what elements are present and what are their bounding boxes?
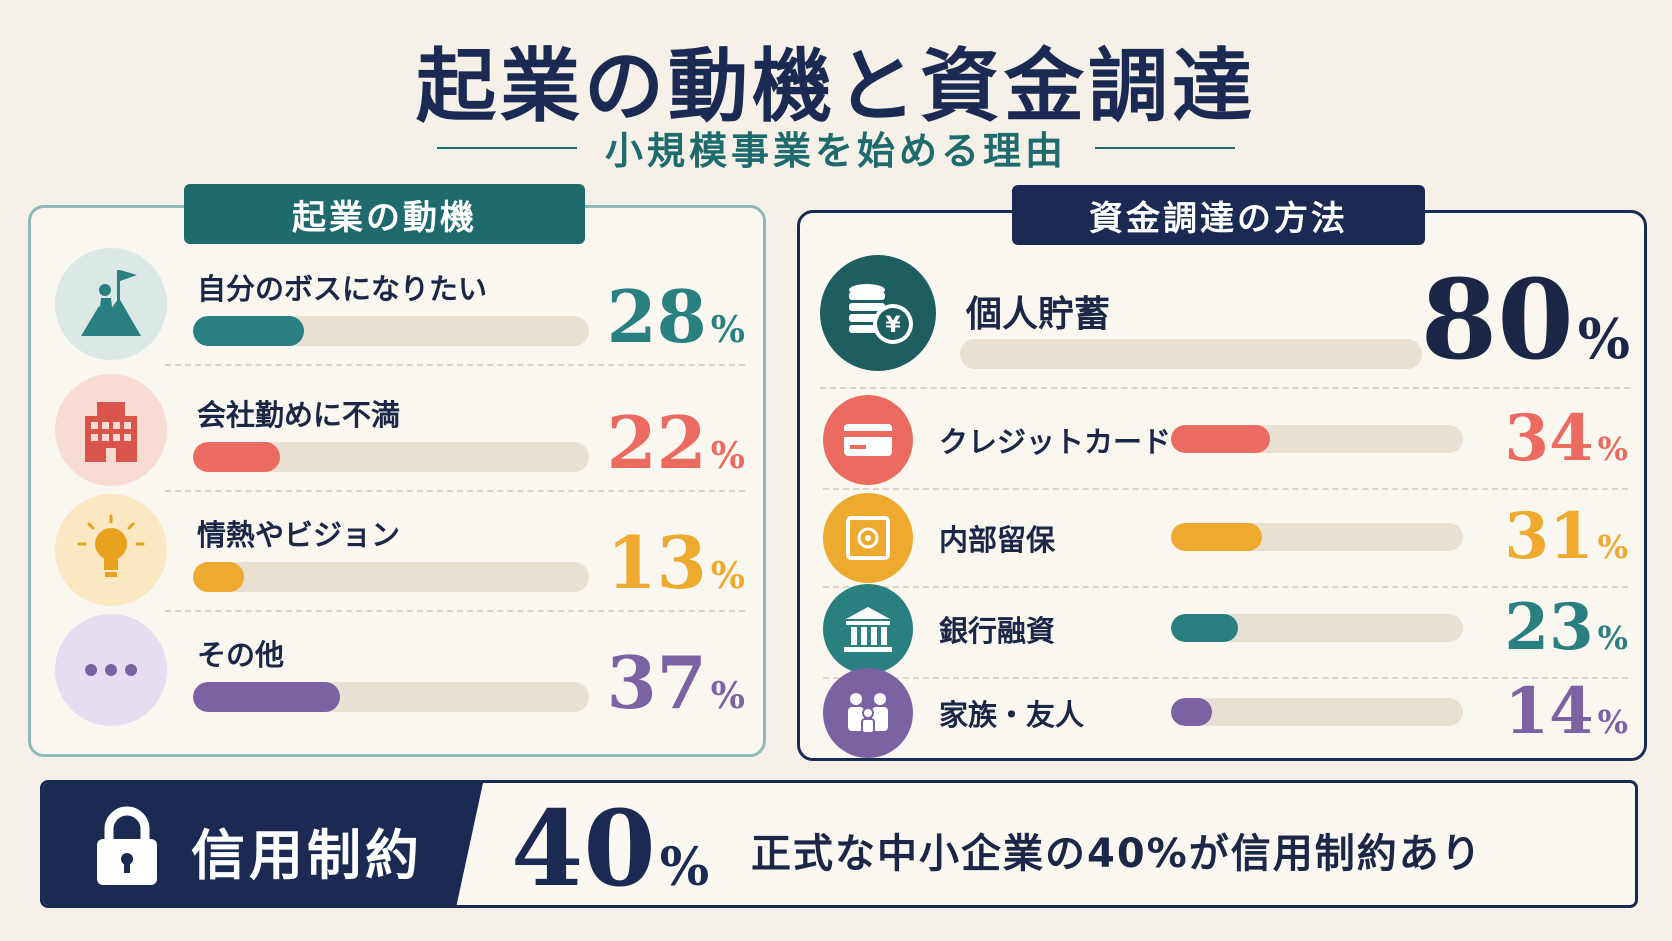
motivation-label: 情熱やビジョン [197,518,401,552]
row-divider [165,364,745,366]
motivation-label: 自分のボスになりたい [197,272,488,306]
motivation-value: 22% [585,400,745,485]
funding-row: 内部留保 31% [823,493,1628,588]
motivation-bar [193,316,304,346]
safe-icon [823,493,913,583]
office-building-icon [55,374,167,486]
motivation-bar-track [193,442,589,472]
funding-panel-title: 資金調達の方法 [1012,185,1425,245]
banner-value-unit: % [659,837,710,898]
motivation-row: 会社勤めに不満 22% [55,374,745,492]
funding-value-number: 80 [1420,255,1574,384]
motivation-row: 自分のボスになりたい 28% [55,248,745,366]
funding-bar-track [1171,523,1463,551]
funding-bar-track [1171,614,1463,642]
funding-row: クレジットカード 34% [823,395,1628,490]
funding-bar [1171,614,1239,642]
lightbulb-icon [55,494,167,606]
motivation-value: 28% [585,274,745,359]
funding-row: 銀行融資 23% [823,584,1628,679]
motivation-bar [193,682,340,712]
row-divider [165,490,745,492]
percent-unit: % [710,675,745,717]
motivation-value-number: 28 [606,274,707,359]
credit-constraint-banner: 信用制約 40% 正式な中小企業の40%が信用制約あり [40,780,1638,908]
percent-unit: % [1597,703,1628,741]
banner-text: 正式な中小企業の40%が信用制約あり [751,831,1483,877]
funding-label: 家族・友人 [939,698,1085,732]
row-divider [823,488,1628,490]
funding-value-number: 14 [1504,674,1594,749]
page-subtitle: 小規模事業を始める理由 [604,129,1067,173]
percent-unit: % [710,435,745,477]
lock-icon [91,805,163,889]
subtitle-rule-left [436,146,577,149]
banner-value: 40% [511,787,710,908]
svg-text:¥: ¥ [885,313,901,338]
motivation-bar [193,562,245,592]
banner-label: 信用制約 [191,824,423,887]
motivation-bar-track [193,682,589,712]
funding-value-number: 34 [1504,401,1594,476]
row-divider [823,586,1628,588]
motivation-value: 13% [585,520,745,605]
funding-value: 31% [1458,499,1628,574]
motivation-bar-track [193,316,589,346]
funding-label: クレジットカード [939,425,1172,459]
funding-value: 14% [1458,674,1628,749]
row-divider [820,387,1630,389]
motivation-bar [193,442,281,472]
percent-unit: % [1577,306,1630,371]
motivation-label: 会社勤めに不満 [197,398,401,432]
row-divider [165,610,745,612]
motivation-value-number: 13 [606,520,707,605]
bank-icon [823,584,913,674]
funding-label: 個人貯蓄 [966,294,1111,335]
funding-value-number: 31 [1504,499,1594,574]
funding-bar [1171,698,1212,726]
motivation-row: その他 37% [55,614,745,726]
row-divider [823,677,1628,679]
percent-unit: % [1597,528,1628,566]
motivation-panel-title: 起業の動機 [184,184,585,244]
funding-bar-track [1171,425,1463,453]
funding-value: 23% [1458,590,1628,665]
percent-unit: % [710,555,745,597]
motivation-label: その他 [197,638,285,672]
funding-bar-track [1171,698,1463,726]
funding-bar [960,339,1422,369]
ellipsis-icon [55,614,167,726]
motivation-value-number: 37 [606,640,707,725]
funding-row: 家族・友人 14% [823,668,1628,758]
coins-yen-icon: ¥ [820,255,936,371]
family-icon [823,668,913,758]
banner-value-number: 40 [511,787,656,908]
funding-bar-track [960,339,1422,369]
funding-panel [797,210,1647,761]
subtitle-row: 小規模事業を始める理由 [0,120,1672,175]
credit-card-icon [823,395,913,485]
funding-label: 銀行融資 [939,614,1056,648]
funding-row-main: ¥ 個人貯蓄 80% [820,255,1630,389]
flag-summit-icon [55,248,167,360]
subtitle-rule-right [1095,146,1235,149]
funding-value: 80% [1390,255,1630,384]
percent-unit: % [710,309,745,351]
percent-unit: % [1597,430,1628,468]
funding-value: 34% [1458,401,1628,476]
funding-bar [1171,425,1271,453]
funding-bar [1171,523,1262,551]
page-title: 起業の動機と資金調達 [416,40,1256,133]
motivation-value-number: 22 [606,400,707,485]
funding-label: 内部留保 [939,523,1056,557]
motivation-row: 情熱やビジョン 13% [55,494,745,612]
motivation-bar-track [193,562,589,592]
motivation-value: 37% [585,640,745,725]
funding-value-number: 23 [1504,590,1594,665]
percent-unit: % [1597,619,1628,657]
